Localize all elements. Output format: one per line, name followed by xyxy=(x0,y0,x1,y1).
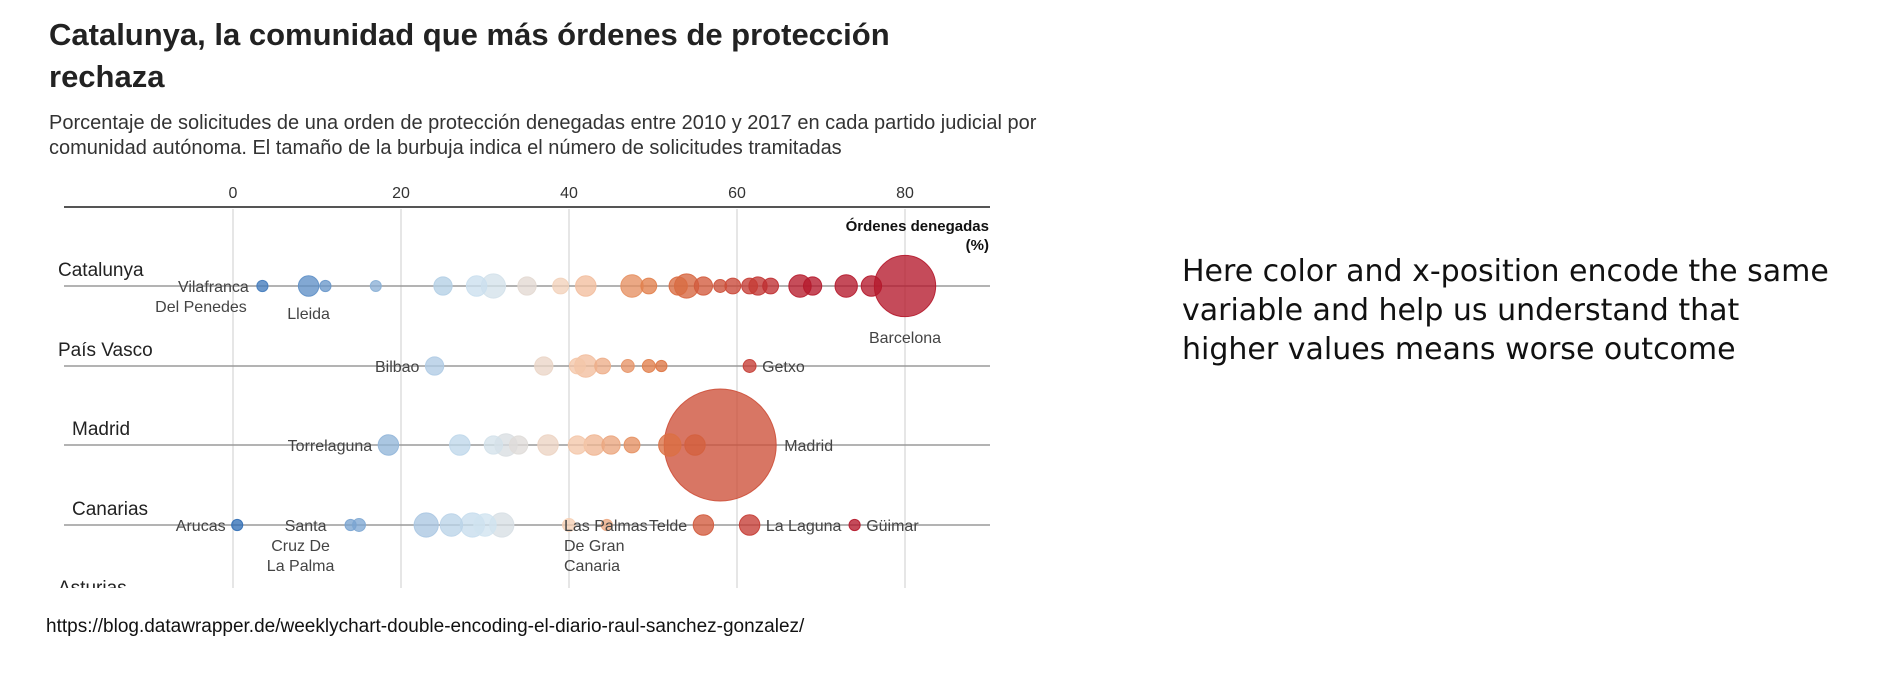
bubble xyxy=(424,356,445,376)
source-url[interactable]: https://blog.datawrapper.de/weeklychart-… xyxy=(46,616,805,637)
point-label: La Laguna xyxy=(766,518,842,535)
bubble xyxy=(741,277,759,295)
row-label: Asturias xyxy=(58,578,127,599)
row-label: Canarias xyxy=(72,499,148,520)
plot-area: Catalunya Vilafranca Del Penedes Lleida Barc… xyxy=(58,209,990,599)
bubble xyxy=(742,359,757,373)
bubble xyxy=(848,518,861,532)
bubble xyxy=(344,518,357,532)
x-tick-label: 20 xyxy=(392,185,410,202)
bubble xyxy=(433,276,453,296)
bubble xyxy=(534,356,554,376)
side-note: Here color and x-position encode the sam… xyxy=(1182,254,1829,367)
bubble xyxy=(802,276,823,296)
bubble xyxy=(473,513,497,537)
point-label: Cruz De xyxy=(271,538,330,555)
x-tick-label: 60 xyxy=(728,185,746,202)
row-label: Catalunya xyxy=(58,260,144,281)
point-label: Vilafranca xyxy=(178,279,249,296)
bubble xyxy=(413,512,439,538)
row-pa-s-vasco: País Vasco Bilbao Getxo xyxy=(58,340,990,378)
point-label: Bilbao xyxy=(375,359,420,376)
point-label: Lleida xyxy=(287,306,330,323)
bubble xyxy=(873,254,937,318)
bubble xyxy=(601,435,621,455)
point-label: Madrid xyxy=(784,438,833,455)
row-label: País Vasco xyxy=(58,340,153,361)
x-tick-label: 0 xyxy=(229,185,238,202)
point-label: Del Penedes xyxy=(155,299,247,316)
bubble xyxy=(231,518,244,532)
row-label: Madrid xyxy=(72,419,130,440)
row-asturias: Asturias xyxy=(58,578,127,599)
point-label: Santa xyxy=(285,518,327,535)
x-tick-label: 40 xyxy=(560,185,578,202)
bubble xyxy=(738,514,761,536)
point-label: Arucas xyxy=(176,518,226,535)
bubble xyxy=(594,357,612,375)
bubble xyxy=(568,357,586,375)
bubble xyxy=(684,434,706,456)
point-label: Torrelaguna xyxy=(288,438,373,455)
row-madrid: Madrid Torrelaguna Madrid xyxy=(64,388,990,502)
bubble xyxy=(297,275,320,297)
bubble xyxy=(256,279,269,293)
bubble xyxy=(620,359,635,373)
point-label: Getxo xyxy=(762,359,805,376)
x-axis-label: Órdenes denegadas (%) xyxy=(846,217,989,254)
point-label: La Palma xyxy=(267,558,335,575)
point-label: Las Palmas xyxy=(564,518,648,535)
bubble xyxy=(655,359,668,373)
bubble xyxy=(668,276,688,296)
bubble xyxy=(834,274,858,298)
bubble xyxy=(517,276,537,296)
bubble xyxy=(724,277,742,295)
bubble xyxy=(658,433,682,457)
bubble xyxy=(623,436,641,454)
bubble xyxy=(552,277,570,295)
bubble xyxy=(575,275,597,297)
bubble xyxy=(377,434,400,456)
x-tick-label: 80 xyxy=(896,185,914,202)
row-canarias: Canarias Arucas Santa Cruz De La Palma Las Pa… xyxy=(64,499,990,575)
bubble xyxy=(713,279,728,293)
bubble xyxy=(562,518,576,532)
bubble xyxy=(693,276,714,296)
point-label: Canaria xyxy=(564,558,620,575)
bubble xyxy=(640,277,658,295)
point-label: Güimar xyxy=(866,518,919,535)
bubble xyxy=(369,280,382,292)
bubble xyxy=(762,277,780,295)
bubble xyxy=(600,518,613,532)
bubble xyxy=(641,359,656,373)
point-label: De Gran xyxy=(564,538,624,555)
bubble xyxy=(860,275,883,297)
bubble xyxy=(692,514,715,536)
bubble xyxy=(483,435,504,455)
bubble xyxy=(319,279,332,293)
bubble xyxy=(508,435,529,455)
chart-subtitle: Porcentaje de solicitudes de una orden d… xyxy=(49,112,1037,159)
point-label: Barcelona xyxy=(869,330,941,347)
chart-title: Catalunya, la comunidad que más órdenes … xyxy=(49,17,890,94)
bubble xyxy=(620,274,644,298)
bubble xyxy=(439,513,464,537)
point-label: Telde xyxy=(649,518,687,535)
bubble xyxy=(537,434,559,456)
bubble xyxy=(449,434,471,456)
bubble xyxy=(465,275,488,297)
bubble xyxy=(567,435,588,455)
row-catalunya: Catalunya Vilafranca Del Penedes Lleida Barc… xyxy=(58,254,990,347)
